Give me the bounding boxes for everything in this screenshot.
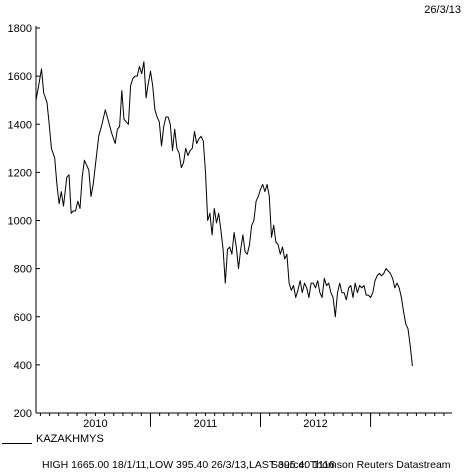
y-tick-label: 600: [14, 312, 32, 324]
series-layer: [35, 61, 413, 367]
legend-label: KAZAKHMYS: [36, 433, 104, 445]
y-tick-label: 1600: [8, 71, 32, 83]
series-line: [35, 61, 413, 367]
y-tick-label: 200: [14, 408, 32, 420]
y-axis: 200 400 600 800 1000 1200 1400 1600 1800: [8, 23, 40, 420]
y-tick-label: 1000: [8, 216, 32, 228]
x-tick-label: 2010: [83, 418, 107, 430]
y-tick-label: 1800: [8, 23, 32, 35]
x-tick-label: 2012: [303, 418, 327, 430]
footer-stats: HIGH 1665.00 18/1/11,LOW 395.40 26/3/13,…: [42, 459, 335, 471]
x-tick-label: 2011: [194, 418, 218, 430]
legend-line-swatch: [2, 443, 32, 444]
y-tick-label: 400: [14, 360, 32, 372]
y-tick-label: 1200: [8, 167, 32, 179]
footer-source: Source: Thomson Reuters Datastream: [271, 459, 451, 471]
y-tick-label: 800: [14, 264, 32, 276]
y-tick-label: 1400: [8, 119, 32, 131]
date-stamp: 26/3/13: [424, 4, 461, 16]
x-axis: 2010 2011 2012: [36, 412, 452, 430]
